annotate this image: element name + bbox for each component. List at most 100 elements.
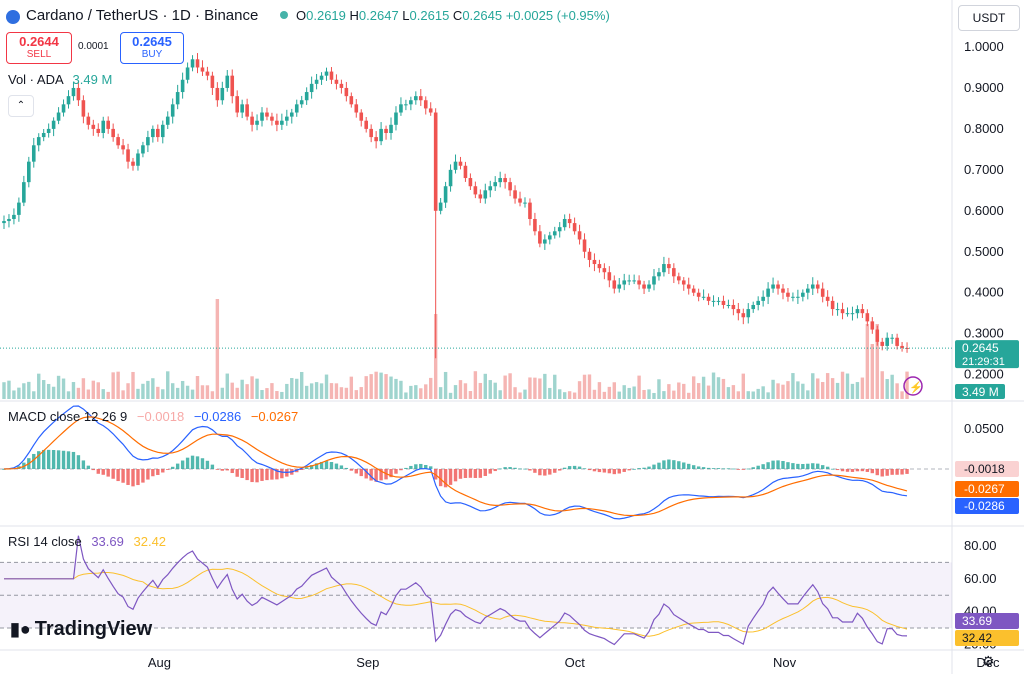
macd-histogram-bar [860,469,865,472]
macd-histogram-bar [121,469,125,483]
rsi-ma-tag [955,630,1019,646]
rsi-axis-label: 80.00 [964,538,997,553]
volume-bar [682,383,686,399]
candle-body [830,300,835,310]
candle-body [840,309,845,314]
volume-bar [349,376,354,399]
macd-macd-tag-value: -0.0286 [964,499,1005,513]
volume-bar [41,380,46,399]
candle-body [815,284,820,289]
macd-histogram-bar [716,468,721,469]
macd-histogram-bar [523,468,527,470]
volume-bar [389,376,393,399]
macd-histogram-bar [647,466,651,469]
symbol-title[interactable]: Cardano / TetherUS · 1D · Binance [26,7,259,24]
rsi-legend-ma: 32.42 [133,534,167,549]
macd-histogram-bar [791,463,795,469]
macd-histogram-bar [404,467,408,469]
macd-histogram-bar [567,466,572,469]
volume-bar [657,379,661,399]
macd-histogram-bar [577,466,582,469]
candle-body [786,292,790,297]
candle-body [225,75,230,88]
currency-select[interactable]: USDT [958,5,1020,31]
macd-histogram-bar [260,469,264,481]
macd-histogram-bar [776,460,780,469]
rsi-legend-rsi: 33.69 [91,534,124,549]
candle-body [2,221,6,224]
candle-body [513,190,517,199]
market-status-icon [280,11,288,19]
candle-body [711,300,716,302]
high-value: 0.2647 [358,8,399,23]
macd-histogram-bar [533,469,537,473]
candle-body [404,104,408,106]
rsi-ma-tag-value: 32.42 [962,631,992,645]
volume-bar [319,383,324,399]
rsi-tag-value: 33.69 [962,614,992,628]
volume-bar [285,383,289,399]
candle-body [676,276,681,281]
macd-histogram-bar [46,449,51,469]
sell-button[interactable]: 0.2644 SELL [6,32,72,64]
volume-bar [131,371,135,399]
volume-bar [280,391,284,399]
candle-body [706,296,711,301]
macd-histogram-bar [349,469,354,471]
price-axis-label: 0.6000 [964,203,1004,218]
candle-body [438,202,443,211]
candle-body [31,145,36,162]
volume-bar [86,389,91,399]
candle-body [389,124,393,133]
volume-bar [7,380,11,399]
candle-body [642,284,646,289]
candle-body [61,104,66,113]
collapse-legend-icon[interactable]: ⌃ [8,95,34,117]
candle-body [533,218,537,232]
candle-body [354,104,359,113]
tradingview-logo[interactable]: ▮● TradingView [10,618,152,641]
macd-histogram-bar [855,469,860,472]
volume-bar [900,391,904,399]
volume-bar [438,387,443,399]
volume-tag-value: 3.49 M [962,385,999,399]
volume-bar [786,381,790,399]
open-value: 0.2619 [306,8,346,23]
buy-button[interactable]: 0.2645 BUY [120,32,184,64]
macd-histogram-bar [885,469,889,476]
volume-bar [617,391,621,399]
volume-bar [622,385,626,399]
buy-price: 0.2645 [132,34,172,49]
candle-body [215,87,220,101]
volume-bar [379,372,383,399]
price-axis-label: 0.4000 [964,285,1004,300]
last-price-tag [955,340,1019,369]
macd-histogram-bar [185,457,190,469]
volume-bar [324,374,329,399]
candle-body [582,239,587,252]
macd-histogram-bar [766,462,770,469]
volume-bar [508,373,512,399]
candle-body [681,280,686,285]
macd-histogram-bar [498,468,502,470]
macd-histogram-bar [225,469,229,471]
candle-body [235,96,240,113]
volume-bar [771,379,775,399]
settings-gear-icon[interactable]: ⚙ [982,653,995,669]
cardano-logo-icon [6,10,20,24]
sell-label: SELL [26,49,52,60]
macd-histogram-bar [806,463,810,469]
volume-bar [865,324,870,399]
change-value: +0.0025 (+0.95%) [505,8,610,23]
volume-bar [791,373,795,399]
candle-body [468,178,473,187]
rsi-legend: RSI 14 close 33.69 32.42 [8,534,166,549]
volume-bar [339,387,344,399]
macd-histogram-bar [786,462,790,469]
high-label: H [349,8,359,23]
volume-bar [647,389,651,399]
low-value: 0.2615 [409,8,450,23]
candle-body [448,169,453,187]
candle-body [865,313,870,322]
